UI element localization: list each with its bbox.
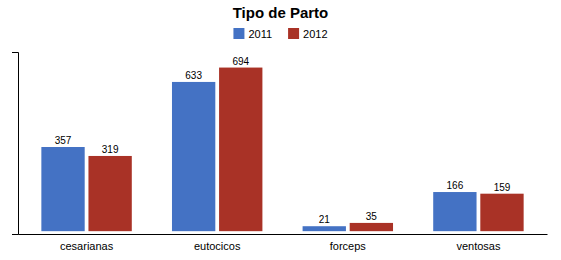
bars xyxy=(41,68,523,232)
legend-item: 2011 xyxy=(233,28,272,40)
bar xyxy=(303,226,346,231)
data-label: 21 xyxy=(319,214,331,225)
data-label: 319 xyxy=(102,144,119,155)
legend-swatch xyxy=(233,28,244,39)
bar xyxy=(41,147,84,231)
x-tick-label: eutocicos xyxy=(194,240,241,252)
data-label: 633 xyxy=(185,70,202,81)
chart: Tipo de Parto201120123576332116631969435… xyxy=(0,0,561,260)
x-tick-label: cesarianas xyxy=(60,240,114,252)
plot: 357 633 21 166 319 694 35 159 cesarianas eutocico… xyxy=(12,53,548,252)
bar xyxy=(480,194,523,231)
y-axis xyxy=(12,53,19,235)
title: Tipo de Parto xyxy=(233,4,329,21)
legend-swatch xyxy=(288,28,299,39)
legend-label: 2012 xyxy=(303,28,327,40)
x-axis-line xyxy=(19,234,548,235)
data-label: 357 xyxy=(55,135,72,146)
data-labels: 357 633 21 166 319 694 35 159 xyxy=(55,56,511,226)
bar xyxy=(88,156,131,231)
bar xyxy=(350,223,393,231)
x-tick: forceps xyxy=(330,240,367,252)
bar xyxy=(219,68,262,232)
data-label: 159 xyxy=(494,182,511,193)
bar xyxy=(433,192,476,231)
x-tick: cesarianas xyxy=(60,240,114,252)
legend-label: 2011 xyxy=(248,28,272,40)
x-tick: ventosas xyxy=(456,240,501,252)
y-axis-line xyxy=(12,53,19,235)
x-tick: eutocicos xyxy=(194,240,241,252)
x-tick-label: ventosas xyxy=(456,240,501,252)
data-label: 166 xyxy=(447,180,464,191)
data-label: 35 xyxy=(366,211,378,222)
data-label: 694 xyxy=(232,56,249,67)
legend: 2011 2012 xyxy=(233,28,327,40)
legend-item: 2012 xyxy=(288,28,327,40)
x-tick-label: forceps xyxy=(330,240,367,252)
x-axis: cesarianas eutocicos forceps ventosas xyxy=(19,235,548,252)
bar xyxy=(172,82,215,231)
